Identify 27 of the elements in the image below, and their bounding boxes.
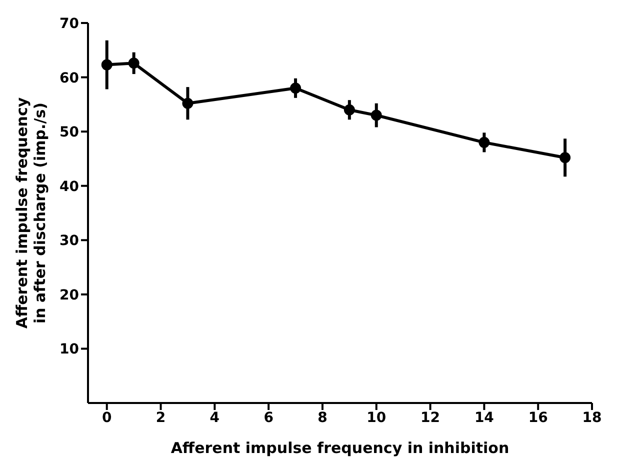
- x-tick-label: 2: [156, 410, 166, 426]
- point: [182, 98, 194, 109]
- x-tick-label: 0: [102, 410, 112, 426]
- point: [560, 152, 571, 164]
- y-tick-label: 30: [60, 233, 80, 250]
- x-tick-label: 8: [318, 410, 328, 426]
- point: [101, 59, 112, 70]
- point: [290, 82, 302, 94]
- x-tick-label: 4: [210, 410, 220, 426]
- y-axis-title: Afferent impulse frequency in after discharge (imp./s): [13, 97, 49, 329]
- point: [478, 136, 490, 148]
- y-tick-label: 10: [60, 342, 80, 358]
- y-tick-label: 70: [60, 16, 80, 32]
- y-tick-label: 20: [60, 287, 80, 304]
- x-tick-label: 6: [264, 410, 274, 426]
- x-tick-label: 16: [528, 410, 548, 426]
- x-tick-label: 12: [420, 410, 440, 426]
- point: [344, 104, 355, 116]
- x-tick-label: 14: [474, 410, 494, 426]
- y-tick-label: 40: [60, 178, 80, 195]
- point: [128, 58, 140, 69]
- x-tick-label: 18: [582, 410, 602, 426]
- x-axis-title: Afferent impulse frequency in inhibition: [170, 439, 510, 457]
- y-tick-label: 60: [60, 70, 80, 86]
- x-tick-label: 10: [366, 410, 386, 426]
- point: [370, 110, 382, 121]
- y-tick-label: 50: [60, 124, 80, 141]
